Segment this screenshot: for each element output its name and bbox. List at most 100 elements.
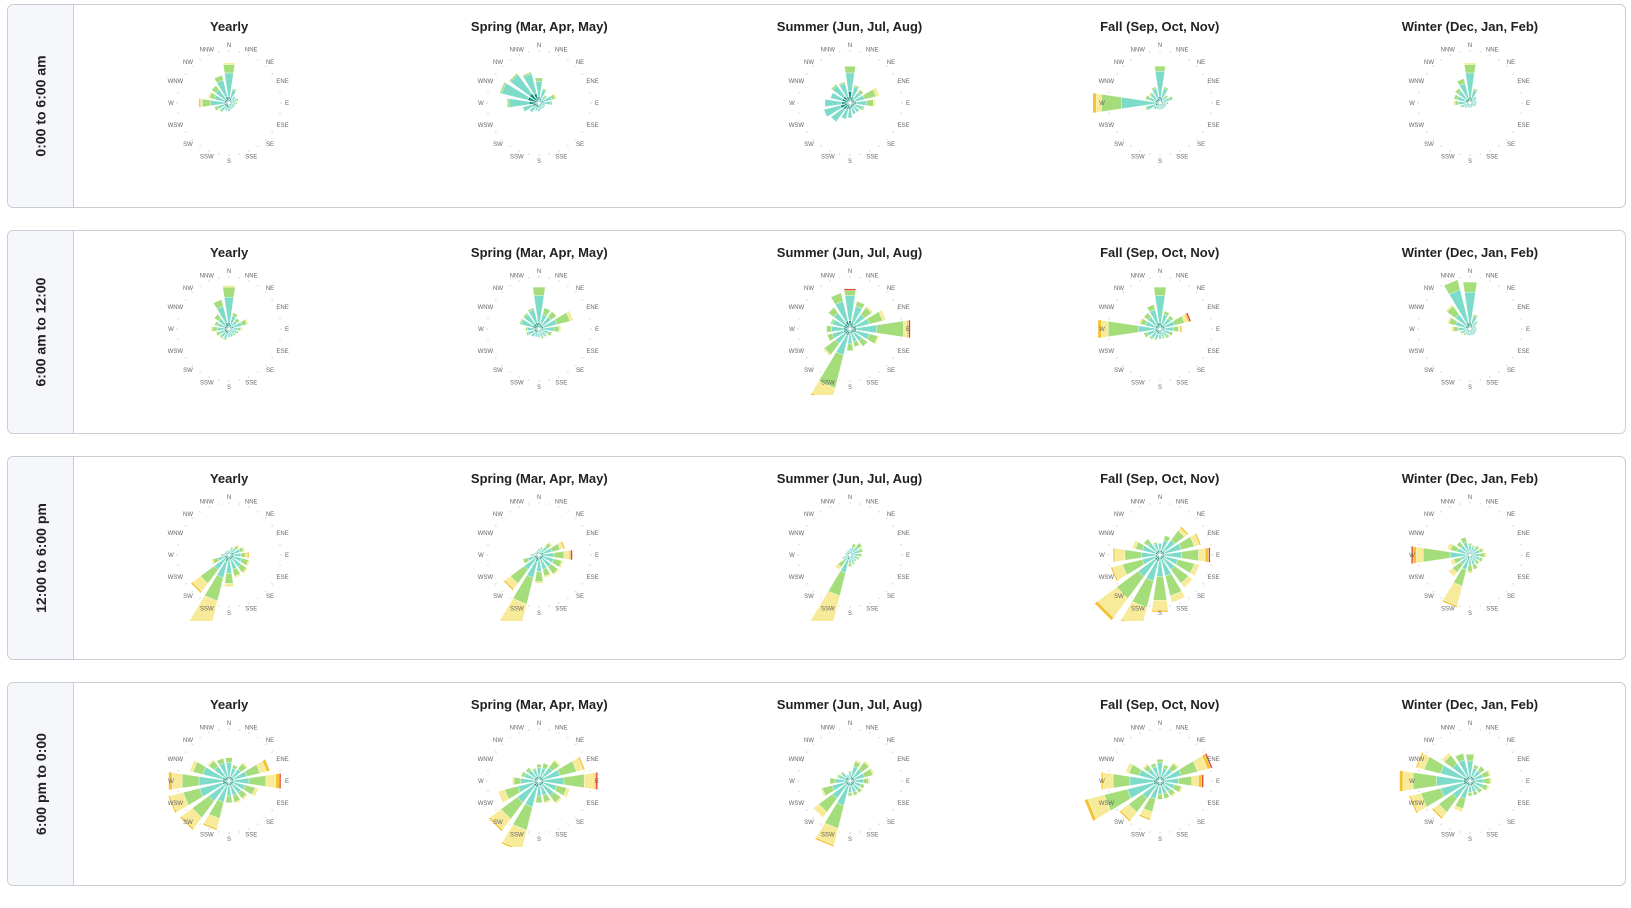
direction-label: SE <box>1197 820 1205 826</box>
direction-label: WNW <box>788 79 804 85</box>
compass-tick <box>1512 809 1514 810</box>
direction-label: WSW <box>1098 801 1114 807</box>
direction-label: ENE <box>277 531 289 537</box>
compass-tick <box>271 131 273 132</box>
compass-tick <box>1450 732 1451 734</box>
compass-tick <box>510 823 511 825</box>
direction-label: SSW <box>1441 607 1455 613</box>
direction-label: SSE <box>555 607 567 613</box>
direction-label: NW <box>1114 286 1124 292</box>
direction-label: SE <box>266 820 274 826</box>
petal-segment <box>528 327 535 330</box>
compass-tick <box>1130 737 1131 739</box>
direction-label: NNE <box>555 499 568 505</box>
compass-tick <box>1188 511 1189 513</box>
compass-tick <box>869 828 870 830</box>
direction-label: N <box>1468 721 1472 727</box>
compass-tick <box>878 371 879 373</box>
direction-label: E <box>595 779 599 785</box>
petal-segment <box>853 340 859 346</box>
direction-label: NNW <box>1441 499 1456 505</box>
direction-label: SSE <box>555 833 567 839</box>
petal-segment <box>1113 774 1130 788</box>
chart-title: Summer (Jun, Jul, Aug) <box>694 697 1004 712</box>
compass-tick <box>265 817 266 818</box>
petal-segment <box>559 326 561 332</box>
compass-tick <box>1179 54 1180 56</box>
direction-label: N <box>227 43 231 49</box>
compass-tick <box>495 752 497 753</box>
compass-tick <box>257 737 258 739</box>
petal-segment <box>247 552 249 558</box>
petal-segment <box>1473 102 1476 104</box>
direction-label: NW <box>1424 286 1434 292</box>
direction-label: NNW <box>200 499 215 505</box>
petal-segment <box>212 327 217 332</box>
direction-label: SSE <box>866 833 878 839</box>
compass-tick <box>805 809 807 810</box>
direction-label: W <box>478 327 484 333</box>
direction-label: E <box>595 101 599 107</box>
petal-segment <box>564 774 584 788</box>
compass-tick <box>1116 752 1118 753</box>
direction-label: E <box>1526 553 1530 559</box>
compass-tick <box>1498 737 1499 739</box>
petal-segment <box>554 326 559 332</box>
direction-label: N <box>227 721 231 727</box>
compass-tick <box>820 597 821 599</box>
direction-label: N <box>1158 495 1162 501</box>
compass-tick <box>1130 511 1131 513</box>
compass-tick <box>271 526 273 527</box>
direction-label: E <box>1526 327 1530 333</box>
compass-tick <box>1512 526 1514 527</box>
compass-tick <box>185 357 187 358</box>
compass-tick <box>559 280 560 282</box>
direction-label: SSE <box>1486 607 1498 613</box>
compass-tick <box>1489 732 1490 734</box>
compass-tick <box>559 828 560 830</box>
compass-tick <box>805 357 807 358</box>
direction-label: NNW <box>820 273 835 279</box>
direction-label: W <box>478 779 484 785</box>
direction-label: S <box>847 159 851 165</box>
petal-segment <box>202 99 210 107</box>
compass-tick <box>1116 526 1118 527</box>
compass-tick <box>1116 131 1118 132</box>
compass-tick <box>1489 376 1490 378</box>
compass-tick <box>1432 365 1433 366</box>
petal-segment <box>1163 102 1166 104</box>
direction-label: S <box>227 159 231 165</box>
direction-label: W <box>478 553 484 559</box>
petal-segment <box>1467 572 1472 574</box>
petal-segment <box>1166 102 1168 104</box>
direction-label: S <box>1158 837 1162 843</box>
compass-tick <box>820 737 821 739</box>
chart-title: Spring (Mar, Apr, May) <box>384 697 694 712</box>
direction-label: WSW <box>788 575 804 581</box>
petal-segment <box>1413 772 1437 789</box>
direction-label: E <box>905 553 909 559</box>
compass-tick <box>1498 511 1499 513</box>
petal-segment <box>856 101 866 106</box>
direction-label: NNW <box>1130 47 1145 53</box>
direction-label: S <box>537 837 541 843</box>
direction-label: WNW <box>1408 757 1424 763</box>
row-label-panel: 0:00 to 6:00 am <box>8 5 74 207</box>
compass-tick <box>185 583 187 584</box>
direction-label: ENE <box>897 305 909 311</box>
chart-title: Summer (Jun, Jul, Aug) <box>694 19 1004 34</box>
direction-label: ESE <box>1517 575 1529 581</box>
direction-label: NNE <box>1176 273 1189 279</box>
direction-label: S <box>847 837 851 843</box>
compass-tick <box>192 591 193 592</box>
petals <box>1094 526 1210 621</box>
direction-label: E <box>595 553 599 559</box>
direction-label: NE <box>576 738 584 744</box>
